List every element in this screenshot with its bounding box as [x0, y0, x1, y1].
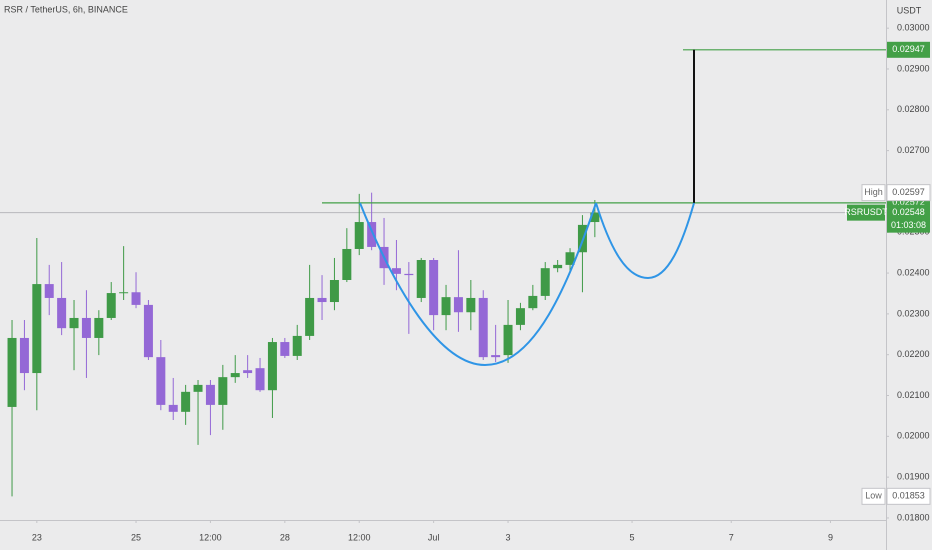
- y-tick-label: 0.01900: [897, 472, 930, 482]
- candle-body: [81, 317, 91, 338]
- candle-body: [218, 377, 228, 405]
- candle-body: [143, 304, 153, 358]
- level-label-box: [887, 41, 930, 58]
- x-tick-label: 12:00: [348, 532, 371, 542]
- candle-body: [466, 297, 476, 313]
- candle-body: [528, 295, 538, 309]
- x-tick-label: 5: [630, 532, 635, 542]
- y-tick-label: 0.02000: [897, 431, 930, 441]
- x-tick-label: Jul: [428, 532, 440, 542]
- candle-body: [553, 264, 563, 269]
- candle-body: [69, 317, 79, 329]
- marker-value-box: [886, 184, 931, 202]
- candle-body: [565, 252, 575, 265]
- marker-value: 0.02597: [892, 187, 925, 197]
- level-label: 0.02947: [892, 44, 925, 54]
- marker-name: High: [864, 187, 883, 197]
- candle-body: [94, 317, 104, 338]
- y-tick-label: 0.02400: [897, 267, 930, 277]
- chart-title: RSR / TetherUS, 6h, BINANCE: [4, 4, 128, 14]
- candle-body: [305, 297, 315, 336]
- countdown-label: 01:03:08: [891, 220, 926, 230]
- candle-body: [354, 222, 364, 249]
- candle-body: [429, 260, 439, 316]
- candle-body: [230, 373, 240, 378]
- candle-body: [106, 293, 116, 318]
- candle-body: [416, 260, 426, 298]
- candle-body: [404, 273, 414, 276]
- candle-body: [119, 292, 129, 294]
- handle-drawing: [595, 202, 695, 280]
- candle-body: [57, 297, 67, 329]
- y-tick-label: 0.02200: [897, 349, 930, 359]
- last-price-box: [887, 204, 930, 233]
- candle-body: [32, 284, 42, 374]
- symbol-label: RSRUSDT: [844, 207, 888, 217]
- candle-body: [156, 357, 166, 405]
- x-tick-label: 3: [506, 532, 511, 542]
- y-tick-label: 0.02700: [897, 145, 930, 155]
- x-tick-label: 12:00: [199, 532, 222, 542]
- cup-drawing: [359, 202, 597, 367]
- y-axis-label: USDT: [897, 5, 922, 15]
- x-tick-label: 23: [32, 532, 42, 542]
- candle-body: [181, 391, 191, 412]
- marker-value: 0.01853: [892, 491, 925, 501]
- candle-body: [590, 212, 600, 223]
- y-tick-label: 0.01800: [897, 512, 930, 522]
- last-price-label: 0.02548: [892, 207, 925, 217]
- candle-body: [280, 342, 290, 356]
- x-tick-label: 7: [729, 532, 734, 542]
- candle-body: [193, 384, 203, 392]
- candle-body: [7, 337, 17, 407]
- marker-name-box: [861, 184, 886, 202]
- candle-body: [243, 370, 253, 374]
- candle-body: [367, 222, 377, 247]
- y-tick-label: 0.02100: [897, 390, 930, 400]
- level-label: 0.02572: [892, 197, 925, 207]
- y-tick-label: 0.03000: [897, 23, 930, 33]
- candle-body: [292, 335, 302, 356]
- y-tick-label: 0.02800: [897, 104, 930, 114]
- candle-body: [478, 297, 488, 358]
- x-tick-label: 25: [131, 532, 141, 542]
- candle-body: [342, 248, 352, 280]
- candle-body: [317, 297, 327, 303]
- candle-body: [515, 308, 525, 325]
- candle-body: [453, 297, 463, 313]
- candle-body: [503, 324, 513, 356]
- candle-body: [267, 342, 277, 391]
- labels: 0.01800 0.01900 0.02000 0.02100 0.02200 0.023…: [32, 23, 931, 542]
- candle-body: [131, 292, 141, 305]
- symbol-box: [847, 204, 885, 221]
- candle-body: [205, 384, 215, 405]
- marker-name-box: [861, 487, 886, 505]
- marks: [0, 49, 886, 497]
- x-tick-label: 28: [280, 532, 290, 542]
- candle-body: [329, 280, 339, 303]
- x-tick-label: 9: [828, 532, 833, 542]
- candle-body: [540, 268, 550, 296]
- candle-body: [168, 404, 178, 412]
- marker-name: Low: [865, 491, 882, 501]
- candle-body: [44, 284, 54, 298]
- candle-body: [491, 355, 501, 358]
- candle-body: [19, 337, 29, 374]
- y-tick-label: 0.02300: [897, 308, 930, 318]
- candle-body: [255, 368, 265, 391]
- candle-body: [441, 297, 451, 316]
- candle-body: [391, 268, 401, 274]
- y-tick-label: 0.02900: [897, 63, 930, 73]
- marker-value-box: [886, 487, 931, 505]
